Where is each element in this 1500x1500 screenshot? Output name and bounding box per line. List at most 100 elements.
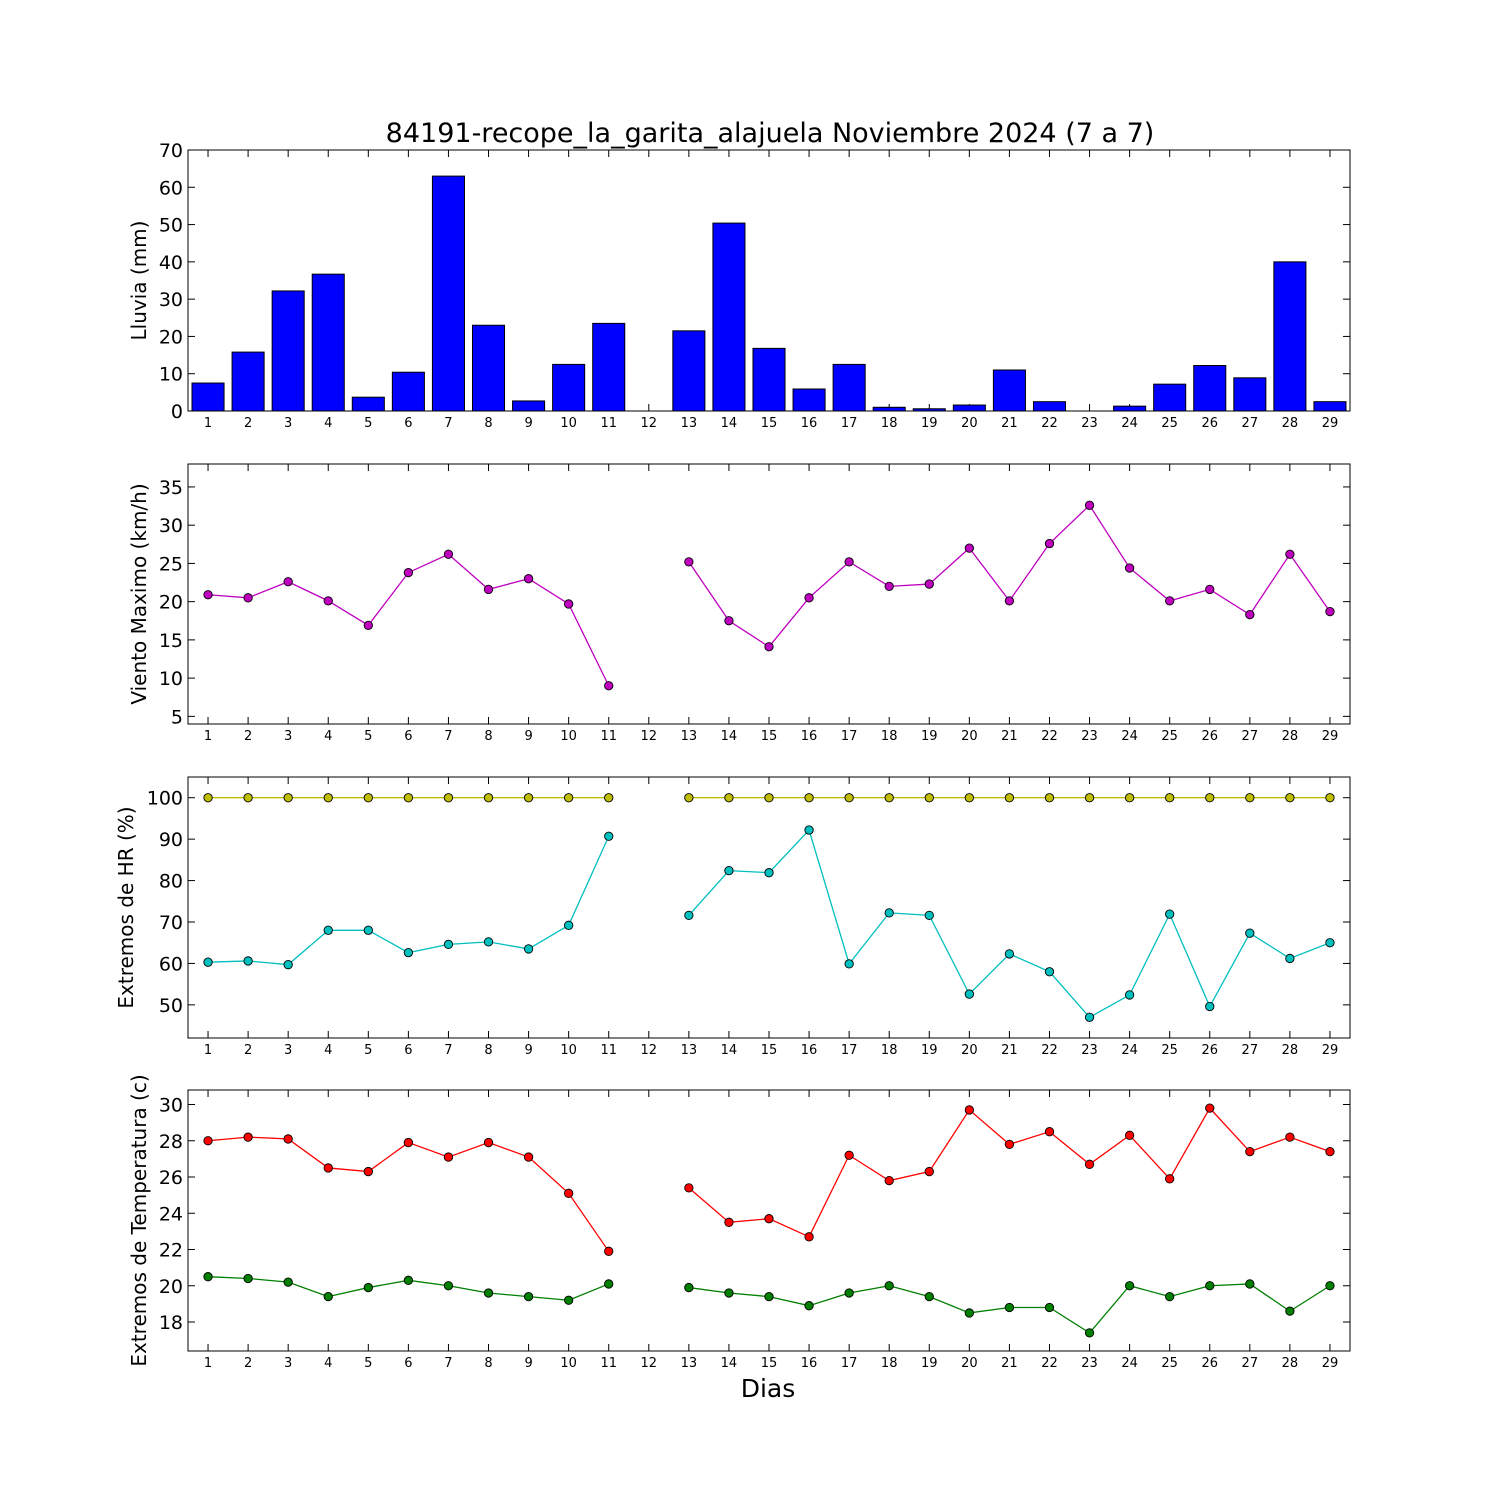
data-point [1124,793,1135,803]
x-tick-label: 16 [801,1043,818,1058]
data-point [764,1214,774,1224]
data-point [323,1163,333,1173]
data-point [403,567,414,578]
y-axis-label: Viento Maximo (km/h) [127,483,151,704]
y-tick-label: 0 [171,401,183,423]
data-point [764,868,774,878]
data-point [724,793,734,803]
data-point [403,793,414,803]
bar [592,322,626,412]
data-point [1325,938,1335,948]
data-point [323,596,333,606]
x-tick-label: 14 [721,729,738,744]
bar [992,369,1026,412]
y-tick-label: 10 [159,668,183,690]
y-tick-label: 80 [159,871,183,893]
data-point [1124,1130,1135,1140]
data-point [443,939,454,950]
x-tick-label: 17 [841,1043,858,1058]
x-tick-label: 24 [1121,1356,1138,1371]
data-point [443,1281,454,1291]
data-point [1245,928,1255,938]
data-point [283,1134,293,1144]
x-tick-label: 24 [1121,729,1138,744]
x-tick-label: 20 [961,729,978,744]
x-tick-label: 13 [681,729,698,744]
x-tick-label: 13 [681,416,698,431]
data-point [1004,596,1015,606]
x-tick-label: 12 [641,1356,658,1371]
x-tick-label: 18 [881,729,898,744]
x-tick-label: 11 [600,729,617,744]
data-point [604,681,614,691]
data-point [964,793,974,803]
y-tick-label: 20 [159,326,183,348]
x-tick-label: 17 [841,416,858,431]
x-tick-label: 22 [1041,1356,1058,1371]
x-tick-label: 3 [284,729,292,744]
data-point [203,793,213,803]
y-tick-label: 50 [159,215,183,237]
x-tick-label: 25 [1161,1043,1178,1058]
data-point [684,793,694,803]
bar [752,347,786,412]
x-tick-label: 27 [1242,1356,1259,1371]
data-point [1044,967,1055,977]
data-point [1165,596,1175,606]
data-point [283,793,293,803]
data-point [1044,1127,1055,1137]
bar [311,273,345,412]
x-tick-label: 13 [681,1356,698,1371]
x-tick-label: 7 [444,1356,452,1371]
x-tick-label: 15 [761,416,778,431]
data-point [1245,609,1255,620]
data-point [443,549,454,559]
data-point [323,925,333,935]
data-point [1325,793,1335,803]
data-point [523,1152,534,1162]
y-tick-label: 20 [159,592,183,614]
y-tick-label: 70 [159,912,183,934]
x-tick-label: 8 [484,1043,492,1058]
x-tick-label: 21 [1001,1356,1018,1371]
y-tick-label: 90 [159,829,183,851]
data-point [203,1136,213,1146]
bar [1273,261,1307,412]
x-tick-label: 10 [560,729,577,744]
x-tick-label: 6 [404,1356,412,1371]
data-point [1124,563,1135,573]
y-tick-label: 30 [159,515,183,537]
x-tick-label: 7 [444,729,452,744]
data-point [764,793,774,803]
data-point [243,593,253,603]
data-point [1044,538,1055,549]
y-tick-label: 70 [159,140,183,162]
x-tick-label: 4 [324,729,332,744]
bar [391,371,425,412]
y-tick-label: 20 [159,1276,183,1298]
x-tick-label: 25 [1161,1356,1178,1371]
bar [191,382,225,412]
data-point [964,989,974,999]
x-tick-label: 15 [761,1043,778,1058]
x-tick-label: 1 [204,1356,212,1371]
x-tick-label: 5 [364,416,372,431]
x-tick-label: 2 [244,1043,252,1058]
bar [832,363,866,412]
y-tick-label: 24 [159,1203,183,1225]
data-point [243,1132,253,1142]
data-point [844,557,854,567]
x-tick-label: 25 [1161,729,1178,744]
bar [552,363,586,412]
x-tick-label: 18 [881,416,898,431]
data-point [1084,500,1095,510]
x-tick-label: 11 [600,416,617,431]
data-point [1084,1012,1095,1022]
x-tick-label: 9 [524,1043,532,1058]
x-tick-label: 23 [1081,1043,1098,1058]
x-tick-label: 15 [761,729,778,744]
x-tick-label: 24 [1121,416,1138,431]
data-point [403,948,414,958]
